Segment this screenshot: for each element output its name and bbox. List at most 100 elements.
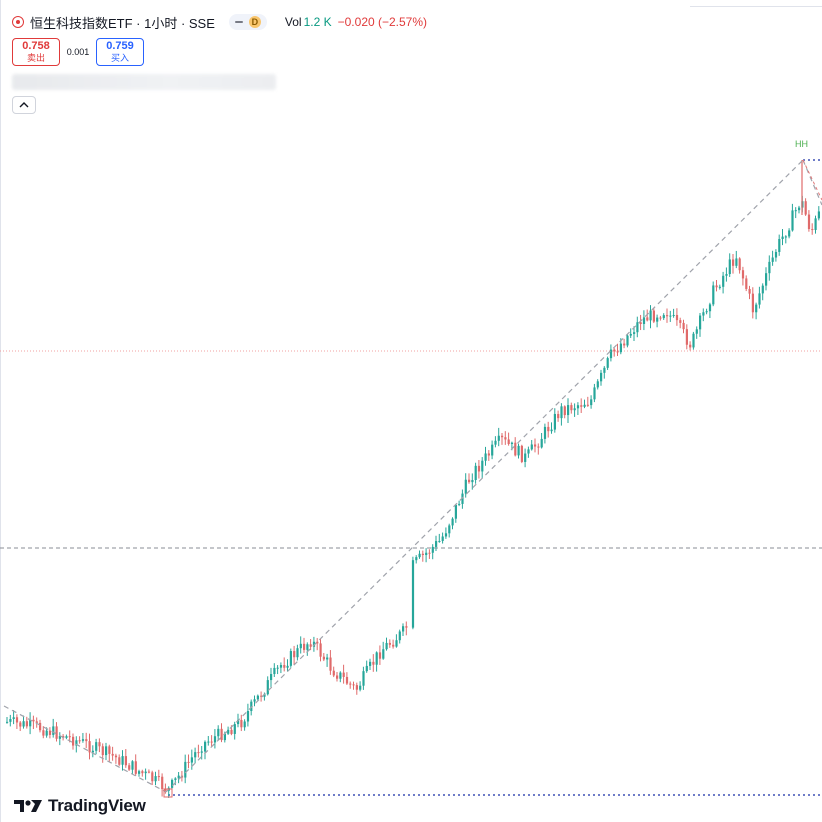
candle-body: [19, 722, 22, 727]
sell-button[interactable]: 0.758 卖出: [12, 38, 60, 66]
candle-body: [421, 553, 424, 556]
candle-body: [256, 695, 259, 700]
candle-body: [65, 736, 68, 738]
candle-body: [444, 533, 448, 537]
candle-body: [42, 730, 45, 736]
candle-body: [672, 314, 675, 316]
candle-body: [435, 541, 438, 547]
candle-body: [425, 552, 428, 556]
candle-body: [45, 730, 48, 736]
candle-body: [29, 719, 32, 727]
candle-body: [260, 695, 263, 697]
candle-body: [623, 343, 626, 346]
candle-body: [735, 258, 738, 266]
candle-body: [111, 753, 114, 756]
candle-body: [293, 651, 296, 658]
candle-body: [147, 771, 151, 773]
candle-body: [398, 631, 401, 641]
candle-body: [12, 717, 15, 719]
candle-body: [606, 358, 609, 368]
collapse-legend-button[interactable]: [12, 96, 36, 114]
candle-body: [32, 719, 35, 722]
candle-body: [174, 778, 177, 780]
candle-body: [227, 729, 230, 734]
candle-body: [332, 670, 335, 676]
candle-body: [784, 236, 787, 238]
candle-body: [339, 672, 342, 679]
candle-body: [296, 648, 299, 658]
candle-body: [194, 752, 197, 758]
candle-body: [474, 465, 477, 481]
candle-body: [312, 641, 316, 647]
candle-body: [573, 408, 576, 411]
candle-body: [807, 214, 811, 230]
candle-body: [405, 626, 408, 628]
candle-body: [774, 251, 778, 258]
candle-body: [253, 699, 256, 702]
zigzag-tail: [802, 159, 822, 201]
candle-body: [270, 674, 273, 681]
candle-body: [520, 445, 523, 462]
candle-body: [72, 736, 75, 746]
candle-body: [190, 757, 193, 763]
candle-body: [471, 480, 474, 483]
candle-body: [85, 739, 88, 742]
candle-body: [728, 259, 731, 275]
candle-body: [369, 661, 372, 666]
candle-body: [798, 207, 801, 211]
symbol-title[interactable]: 恒生科技指数ETF · 1小时 · SSE: [30, 15, 215, 31]
candle-body: [392, 644, 395, 647]
candle-body: [738, 258, 741, 271]
tradingview-logo-icon: [14, 800, 42, 812]
candle-body: [75, 740, 78, 746]
candle-body: [121, 756, 124, 765]
candle-body: [98, 742, 101, 747]
candle-body: [385, 642, 388, 650]
candle-body: [263, 694, 266, 697]
candle-body: [649, 310, 652, 321]
candle-body: [685, 329, 688, 345]
candle-body: [388, 642, 391, 645]
candle-body: [758, 293, 761, 305]
candle-body: [326, 657, 329, 660]
candle-body: [580, 405, 583, 407]
candle-body: [494, 440, 497, 445]
candle-body: [560, 406, 563, 419]
market-status-pill[interactable]: D: [228, 14, 267, 30]
candle-body: [171, 779, 174, 788]
candle-body: [817, 211, 820, 219]
candle-body: [504, 437, 507, 440]
candle-body: [659, 317, 662, 319]
candle-body: [636, 322, 639, 333]
candle-body: [765, 273, 768, 286]
candle-body: [567, 405, 570, 416]
tradingview-logo[interactable]: TradingView: [14, 796, 146, 816]
candle-body: [355, 685, 358, 690]
candle-body: [510, 442, 514, 445]
candle-body: [197, 752, 200, 754]
candle-body: [593, 387, 596, 400]
candle-body: [246, 711, 250, 722]
buy-price: 0.759: [106, 40, 134, 52]
candle-body: [725, 274, 728, 276]
legend-header: 恒生科技指数ETF · 1小时 · SSE D Vol 1.2 K −0.020 (…: [12, 12, 427, 32]
candle-body: [468, 479, 471, 483]
candle-body: [375, 652, 378, 665]
candle-body: [161, 776, 164, 790]
candle-body: [481, 460, 484, 472]
candle-body: [550, 429, 553, 432]
candle-body: [583, 404, 586, 407]
candle-body: [484, 453, 487, 461]
candle-body: [675, 314, 679, 321]
top-toolbar-edge: [690, 0, 822, 7]
candle-body: [811, 229, 814, 231]
candle-body: [9, 718, 12, 722]
sell-label: 卖出: [26, 53, 45, 63]
candle-body: [458, 503, 461, 505]
candle-body: [372, 661, 375, 665]
candle-body: [543, 426, 547, 439]
candle-body: [359, 685, 362, 690]
buy-button[interactable]: 0.759 买入: [96, 38, 144, 66]
